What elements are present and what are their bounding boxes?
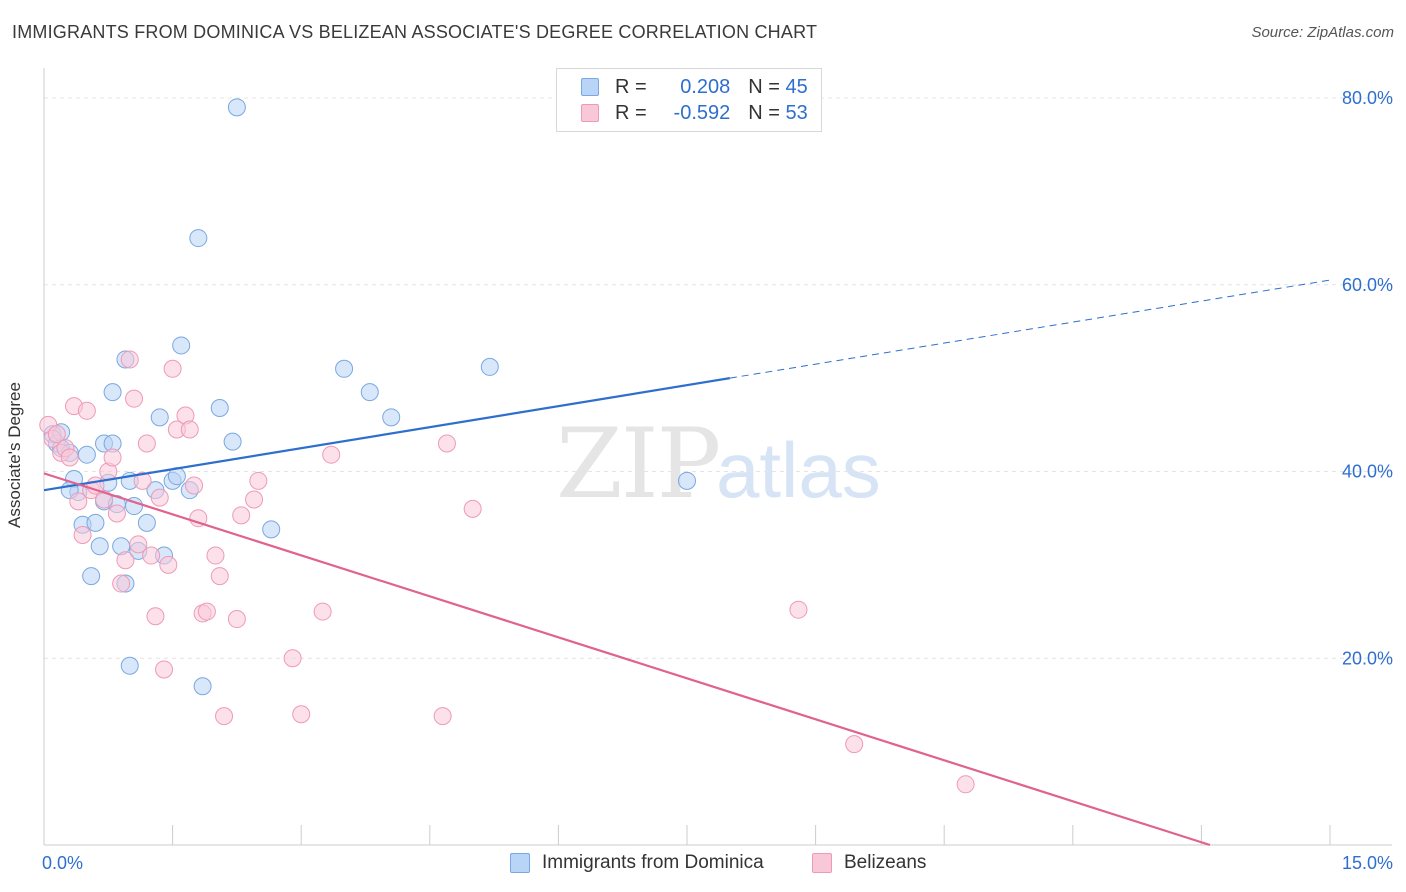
stats-legend-row-blue: R = 0.208 N = 45 [581, 75, 808, 99]
belizean-point [206, 546, 225, 565]
belizean-point [95, 490, 114, 509]
belizean-point [142, 546, 161, 565]
dominica-point [360, 383, 379, 402]
belizean-point [227, 610, 246, 629]
belizean-point [116, 551, 135, 570]
belizean-point [845, 735, 864, 754]
dominica-point [335, 359, 354, 378]
x-tick-label: 15.0% [1342, 853, 1393, 873]
watermark-atlas: atlas [716, 426, 881, 514]
belizean-point [155, 660, 174, 679]
dominica-trend-extension [729, 279, 1331, 379]
pink-swatch [581, 104, 599, 122]
belizean-point [129, 535, 148, 554]
legend-item-dominica[interactable]: Immigrants from Dominica [510, 852, 764, 874]
dominica-point [120, 656, 139, 675]
belizean-point [103, 448, 122, 467]
chart-title: IMMIGRANTS FROM DOMINICA VS BELIZEAN ASS… [12, 22, 818, 42]
belizean-point [463, 499, 482, 518]
r-value: 0.208 [680, 75, 731, 98]
x-tick-label: 0.0% [42, 853, 83, 873]
dominica-point [103, 383, 122, 402]
belizean-point [73, 525, 92, 544]
dominica-point [189, 229, 208, 248]
dominica-point [172, 336, 191, 355]
watermark-zip: ZIP [556, 408, 721, 520]
belizean-point [189, 509, 208, 528]
belizean-trend-line [43, 472, 1211, 847]
dominica-point [193, 677, 212, 696]
belizean-point [150, 488, 169, 507]
dominica-point [82, 567, 101, 586]
dominica-point [77, 445, 96, 464]
dominica-point [480, 357, 499, 376]
dominica-trend-line [43, 377, 731, 492]
legend-label: Belizeans [844, 852, 927, 873]
r-label: R = [615, 75, 647, 98]
n-label: N = [748, 75, 780, 98]
belizean-point [322, 445, 341, 464]
y-tick-label: 20.0% [1342, 648, 1393, 668]
stats-legend: R = 0.208 N = 45 R = -0.592 N = 53 [556, 68, 822, 132]
dominica-point [382, 408, 401, 427]
belizean-point [69, 492, 88, 511]
belizean-point [137, 434, 156, 453]
y-tick-label: 60.0% [1342, 275, 1393, 295]
belizean-point [313, 602, 332, 621]
blue-swatch [581, 78, 599, 96]
dominica-point [86, 513, 105, 532]
dominica-point [223, 432, 242, 451]
dominica-point [262, 520, 281, 539]
belizean-point [77, 401, 96, 420]
r-label: R = [615, 101, 647, 124]
belizean-point [245, 490, 264, 509]
dominica-point [210, 399, 229, 418]
belizean-point [159, 555, 178, 574]
y-axis-label: Associate's Degree [5, 382, 24, 528]
belizean-point [437, 434, 456, 453]
stats-legend-row-pink: R = -0.592 N = 53 [581, 101, 808, 125]
dominica-point [227, 98, 246, 117]
y-tick-label: 40.0% [1342, 462, 1393, 482]
legend-item-belizeans[interactable]: Belizeans [812, 852, 926, 874]
belizean-point [249, 471, 268, 490]
n-label: N = [748, 101, 780, 124]
belizean-point [210, 567, 229, 586]
belizean-point [120, 350, 139, 369]
dominica-point [150, 408, 169, 427]
n-value: 53 [785, 101, 808, 124]
y-tick-label: 80.0% [1342, 88, 1393, 108]
belizean-point [789, 600, 808, 619]
n-value: 45 [785, 75, 808, 98]
belizean-point [47, 425, 66, 444]
belizean-point [163, 359, 182, 378]
legend-label: Immigrants from Dominica [542, 852, 764, 873]
belizean-point [433, 707, 452, 726]
belizean-point [283, 649, 302, 668]
belizean-point [215, 707, 234, 726]
source-label: Source: ZipAtlas.com [1251, 24, 1394, 41]
belizean-point [292, 705, 311, 724]
belizean-point [232, 506, 251, 525]
belizean-point [112, 574, 131, 593]
belizean-point [133, 471, 152, 490]
dominica-point [137, 513, 156, 532]
belizean-point [197, 602, 216, 621]
r-value: -0.592 [673, 101, 731, 124]
dominica-point [678, 471, 696, 490]
belizean-point [956, 775, 975, 794]
belizean-point [107, 504, 126, 523]
dominica-point [90, 537, 109, 556]
blue-swatch [510, 853, 530, 873]
belizean-point [60, 448, 79, 467]
belizean-point [146, 607, 165, 626]
belizean-point [125, 389, 144, 408]
series-legend: Immigrants from Dominica Belizeans [0, 852, 1406, 878]
belizean-point [180, 420, 199, 439]
belizean-point [185, 476, 204, 495]
pink-swatch [812, 853, 832, 873]
